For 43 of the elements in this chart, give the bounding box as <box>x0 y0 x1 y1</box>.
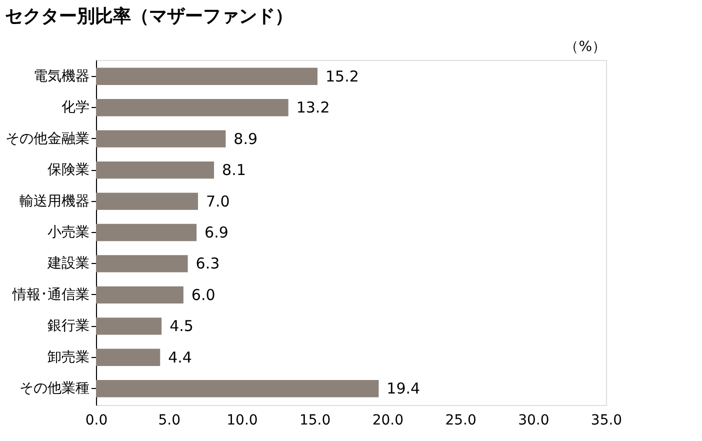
data-label: 8.9 <box>234 130 258 148</box>
x-tick-label: 25.0 <box>445 412 476 428</box>
x-tick-label: 15.0 <box>299 412 331 428</box>
data-label: 4.4 <box>168 348 192 366</box>
text: （%） <box>564 39 606 55</box>
y-tick-label: 情報･通信業 <box>12 286 90 303</box>
data-label: 8.1 <box>222 161 246 180</box>
bar <box>96 99 288 116</box>
y-tick-label: 化学 <box>62 100 90 116</box>
bar <box>96 224 197 242</box>
y-tick-label: 銀行業 <box>48 318 90 334</box>
chart-title: セクター別比率（マザーファンド） <box>5 6 293 27</box>
data-label: 7.0 <box>206 192 230 210</box>
y-tick-label: 卸売業 <box>48 349 90 366</box>
y-tick-label: その他業種 <box>20 380 90 397</box>
x-tick-label: 35.0 <box>590 412 622 428</box>
y-tick-label: 保険業 <box>48 162 90 178</box>
x-tick-label: 30.0 <box>518 412 550 428</box>
bar <box>96 130 226 148</box>
bar <box>96 192 198 210</box>
data-label: 13.2 <box>296 98 330 117</box>
bar <box>96 161 214 179</box>
y-tick-label: 輸送用機器 <box>20 193 90 210</box>
x-tick-label: 5.0 <box>158 412 180 428</box>
y-tick-label: 小売業 <box>48 224 90 240</box>
bar <box>96 255 188 272</box>
data-label: 19.4 <box>386 380 420 398</box>
x-tick-label: 20.0 <box>372 412 404 428</box>
bar <box>96 286 184 304</box>
bar <box>96 348 160 366</box>
y-tick-label: その他金融業 <box>6 130 90 147</box>
x-tick-label: 10.0 <box>226 412 258 428</box>
bar <box>96 68 318 85</box>
data-label: 6.0 <box>191 286 216 304</box>
y-tick-label: 建設業 <box>46 256 90 272</box>
data-label: 6.9 <box>204 224 228 242</box>
data-label: 4.5 <box>170 317 194 336</box>
data-label: 6.3 <box>196 254 220 273</box>
data-label: 15.2 <box>325 67 359 86</box>
bar <box>96 318 162 335</box>
bar <box>96 380 379 398</box>
y-tick-label: 電気機器 <box>34 68 90 84</box>
x-tick-label: 0.0 <box>85 412 108 428</box>
